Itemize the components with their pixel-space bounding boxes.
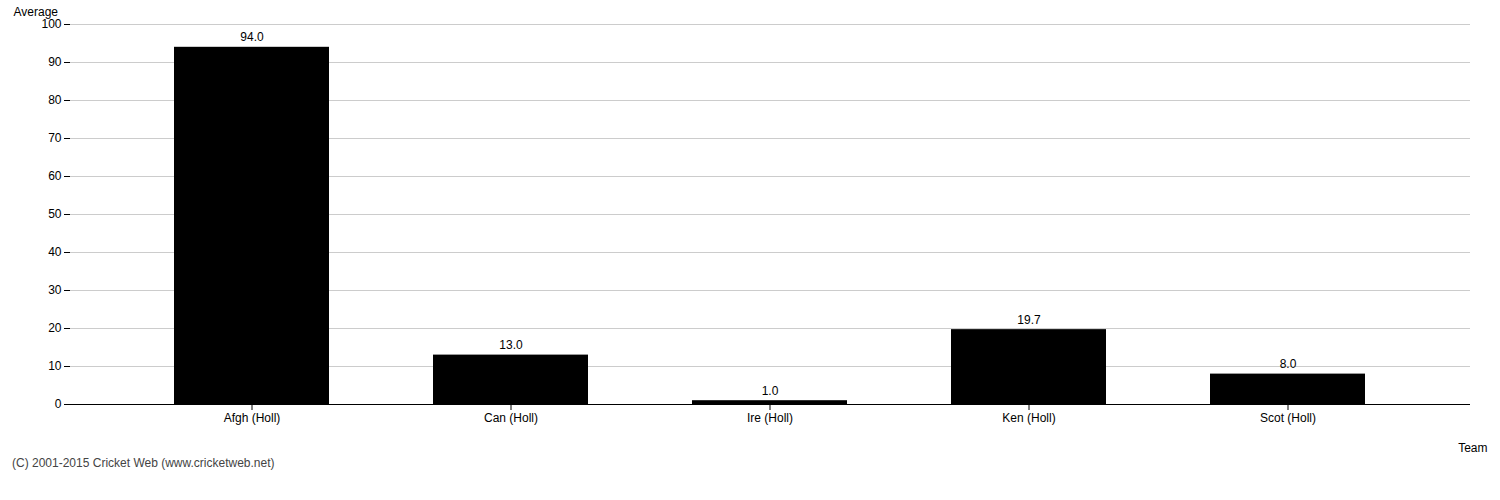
svg-text:Average: Average	[14, 5, 59, 19]
svg-text:Afgh (Holl): Afgh (Holl)	[224, 411, 281, 425]
svg-text:8.0: 8.0	[1280, 357, 1297, 371]
svg-text:1.0: 1.0	[762, 384, 779, 398]
svg-text:30: 30	[48, 283, 62, 297]
svg-text:10: 10	[48, 359, 62, 373]
svg-text:13.0: 13.0	[499, 338, 523, 352]
svg-text:90: 90	[48, 55, 62, 69]
svg-text:Scot (Holl): Scot (Holl)	[1260, 411, 1316, 425]
svg-text:Team: Team	[1458, 441, 1487, 455]
svg-text:100: 100	[41, 17, 61, 31]
svg-text:50: 50	[48, 207, 62, 221]
svg-text:20: 20	[48, 321, 62, 335]
svg-text:Ken (Holl): Ken (Holl)	[1002, 411, 1055, 425]
svg-text:94.0: 94.0	[240, 30, 264, 44]
html-text:(C) 2001-2015 Cricket Web (www: (C) 2001-2015 Cricket Web (www.cricketwe…	[12, 456, 275, 470]
svg-text:70: 70	[48, 131, 62, 145]
svg-text:19.7: 19.7	[1017, 313, 1041, 327]
svg-text:Can (Holl): Can (Holl)	[484, 411, 538, 425]
svg-text:40: 40	[48, 245, 62, 259]
svg-text:Ire (Holl): Ire (Holl)	[747, 411, 793, 425]
svg-text:0: 0	[55, 397, 62, 411]
svg-text:80: 80	[48, 93, 62, 107]
svg-text:60: 60	[48, 169, 62, 183]
